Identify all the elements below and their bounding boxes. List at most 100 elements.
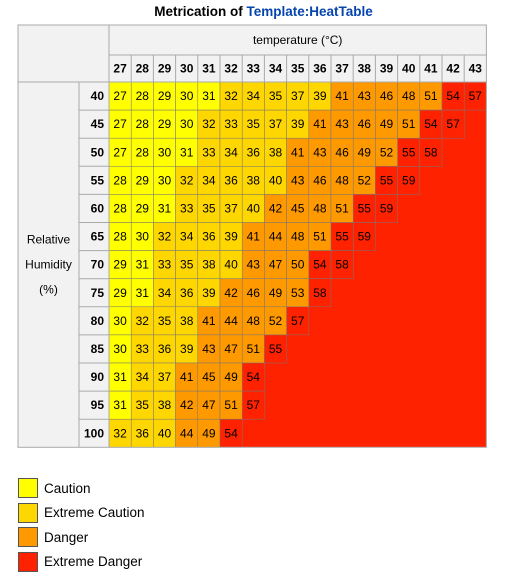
heat-value: 32	[136, 314, 150, 328]
heat-value: 37	[269, 117, 283, 131]
heat-cell	[397, 166, 421, 195]
heat-value: 43	[291, 173, 305, 187]
heat-value: 28	[136, 89, 150, 103]
heat-value: 49	[202, 426, 216, 440]
legend: Caution Extreme Caution Danger Extreme D…	[18, 476, 145, 574]
heat-value: 53	[291, 286, 305, 300]
heat-value: 43	[247, 258, 261, 272]
temperature-label: 36	[313, 62, 327, 76]
heat-index-table: 27 28 29 30 31 32 34 35 37 39 41 43 46 48 51 54 57 27 28 29…	[17, 24, 487, 448]
humidity-axis-label: (%)	[39, 283, 58, 297]
heat-value: 34	[180, 230, 194, 244]
heat-value: 31	[180, 145, 194, 159]
humidity-axis-label: Relative	[27, 233, 71, 247]
temperature-label: 30	[180, 62, 194, 76]
heat-value: 59	[358, 230, 372, 244]
temperature-label: 29	[158, 62, 172, 76]
heat-value: 59	[380, 201, 394, 215]
heat-value: 28	[113, 201, 127, 215]
heat-cell	[264, 334, 287, 364]
heat-value: 46	[247, 286, 261, 300]
heat-value: 39	[180, 342, 194, 356]
humidity-label: 75	[91, 286, 105, 300]
temperature-label: 33	[247, 62, 261, 76]
heat-value: 46	[313, 173, 327, 187]
heat-value: 27	[113, 117, 127, 131]
legend-label-extreme-danger: Extreme Danger	[44, 554, 143, 570]
heat-value: 29	[113, 258, 127, 272]
heat-value: 31	[202, 89, 216, 103]
heat-value: 33	[158, 258, 172, 272]
heat-value: 35	[247, 117, 261, 131]
heat-value: 29	[136, 201, 150, 215]
heat-value: 55	[358, 201, 372, 215]
heat-value: 39	[313, 89, 327, 103]
heat-value: 28	[113, 173, 127, 187]
heat-value: 47	[224, 342, 238, 356]
heat-value: 43	[313, 145, 327, 159]
heat-value: 32	[158, 230, 172, 244]
corner-header-cell	[18, 25, 109, 82]
heat-value: 51	[247, 342, 261, 356]
chart-title: Metrication of Template:HeatTable	[0, 2, 527, 22]
heat-value: 36	[180, 286, 194, 300]
heat-value: 40	[247, 201, 261, 215]
heat-value: 57	[291, 314, 305, 328]
humidity-label: 40	[91, 89, 105, 103]
heat-value: 32	[180, 173, 194, 187]
heat-value: 58	[335, 258, 349, 272]
heat-value: 27	[113, 89, 127, 103]
template-link[interactable]: Template:HeatTable	[246, 4, 373, 19]
heat-value: 34	[158, 286, 172, 300]
heat-value: 30	[158, 145, 172, 159]
heat-value: 59	[402, 173, 416, 187]
heat-value: 39	[224, 230, 238, 244]
heat-value: 40	[224, 258, 238, 272]
heat-value: 28	[136, 145, 150, 159]
heat-value: 41	[313, 117, 327, 131]
heat-value: 35	[158, 314, 172, 328]
heat-value: 51	[335, 201, 349, 215]
heat-value: 52	[380, 145, 394, 159]
legend-item-extreme-caution: Extreme Caution	[18, 501, 145, 526]
heat-value: 48	[402, 89, 416, 103]
heat-value: 42	[224, 286, 238, 300]
temperature-label: 41	[424, 62, 438, 76]
heat-value: 34	[224, 145, 238, 159]
heat-value: 40	[158, 426, 172, 440]
heat-value: 30	[158, 173, 172, 187]
legend-item-extreme-danger: Extreme Danger	[18, 550, 145, 575]
humidity-label: 90	[91, 370, 105, 384]
heat-value: 54	[247, 370, 261, 384]
heat-cell	[241, 390, 265, 420]
temperature-label: 31	[202, 62, 216, 76]
heat-value: 27	[113, 145, 127, 159]
heat-value: 33	[202, 145, 216, 159]
heat-value: 38	[202, 258, 216, 272]
temperature-label: 37	[335, 62, 349, 76]
heat-value: 29	[113, 286, 127, 300]
heat-value: 43	[202, 342, 216, 356]
heat-value: 42	[269, 201, 283, 215]
heat-value: 38	[247, 173, 261, 187]
humidity-label: 60	[91, 201, 105, 215]
heat-value: 46	[335, 145, 349, 159]
heat-value: 52	[358, 173, 372, 187]
legend-swatch-extreme-danger	[18, 551, 38, 572]
heat-value: 48	[313, 201, 327, 215]
temperature-label: 43	[469, 62, 483, 76]
heat-value: 39	[202, 286, 216, 300]
heat-value: 29	[158, 117, 172, 131]
humidity-label: 80	[91, 314, 105, 328]
heat-value: 39	[291, 117, 305, 131]
heat-value: 29	[158, 89, 172, 103]
heat-value: 47	[269, 258, 283, 272]
heat-value: 44	[269, 230, 283, 244]
heat-value: 49	[358, 145, 372, 159]
heat-value: 46	[380, 89, 394, 103]
heat-value: 41	[180, 370, 194, 384]
heat-value: 31	[136, 258, 150, 272]
column-header-band	[109, 25, 487, 82]
heat-value: 36	[202, 230, 216, 244]
legend-label-extreme-caution: Extreme Caution	[44, 505, 145, 521]
